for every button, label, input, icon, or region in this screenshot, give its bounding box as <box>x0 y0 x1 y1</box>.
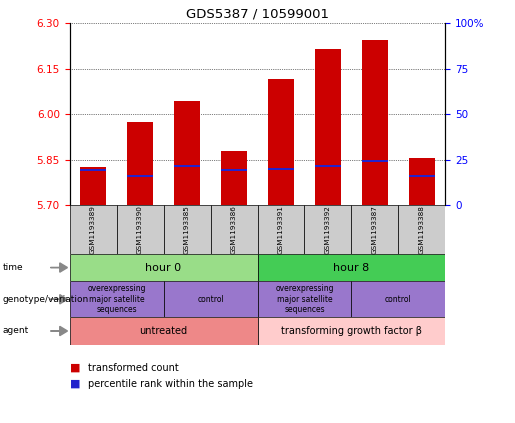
Text: ■: ■ <box>70 379 80 389</box>
Bar <box>409 175 435 177</box>
Bar <box>268 80 294 205</box>
Bar <box>174 165 200 167</box>
Bar <box>164 205 211 254</box>
Text: genotype/variation: genotype/variation <box>3 295 89 304</box>
Bar <box>399 205 445 254</box>
Bar <box>352 205 399 254</box>
Text: agent: agent <box>3 327 29 335</box>
Bar <box>258 317 445 345</box>
Bar <box>70 281 164 317</box>
Bar <box>80 167 106 205</box>
Bar <box>221 151 247 205</box>
Bar <box>409 158 435 205</box>
Text: percentile rank within the sample: percentile rank within the sample <box>88 379 252 389</box>
Bar <box>211 205 258 254</box>
Bar <box>127 175 153 177</box>
Bar <box>70 317 258 345</box>
Text: control: control <box>385 295 412 304</box>
Bar <box>362 40 388 205</box>
Bar <box>352 281 445 317</box>
Bar <box>268 168 294 170</box>
Bar <box>116 205 164 254</box>
Text: hour 0: hour 0 <box>145 263 182 272</box>
Text: GSM1193392: GSM1193392 <box>325 205 331 254</box>
Text: transformed count: transformed count <box>88 363 178 373</box>
Bar <box>304 205 352 254</box>
Bar <box>221 169 247 171</box>
Text: untreated: untreated <box>140 326 187 336</box>
Bar <box>70 205 116 254</box>
Text: ■: ■ <box>70 363 80 373</box>
Text: time: time <box>3 263 23 272</box>
Text: GSM1193388: GSM1193388 <box>419 205 425 254</box>
Text: GSM1193386: GSM1193386 <box>231 205 237 254</box>
Bar <box>70 254 258 281</box>
Bar <box>127 122 153 205</box>
Text: control: control <box>197 295 224 304</box>
Bar <box>258 205 304 254</box>
Text: GSM1193390: GSM1193390 <box>137 205 143 254</box>
Bar <box>258 281 351 317</box>
Text: overexpressing
major satellite
sequences: overexpressing major satellite sequences <box>87 284 146 314</box>
Text: GSM1193385: GSM1193385 <box>184 205 190 254</box>
Bar <box>164 281 258 317</box>
Bar <box>315 49 341 205</box>
Text: GSM1193389: GSM1193389 <box>90 205 96 254</box>
Title: GDS5387 / 10599001: GDS5387 / 10599001 <box>186 8 329 21</box>
Text: hour 8: hour 8 <box>333 263 370 272</box>
Text: GSM1193391: GSM1193391 <box>278 205 284 254</box>
Text: overexpressing
major satellite
sequences: overexpressing major satellite sequences <box>275 284 334 314</box>
Text: GSM1193387: GSM1193387 <box>372 205 378 254</box>
Text: transforming growth factor β: transforming growth factor β <box>281 326 422 336</box>
Bar <box>362 160 388 162</box>
Bar <box>174 101 200 205</box>
Bar <box>258 254 445 281</box>
Bar <box>315 165 341 167</box>
Bar <box>80 169 106 171</box>
